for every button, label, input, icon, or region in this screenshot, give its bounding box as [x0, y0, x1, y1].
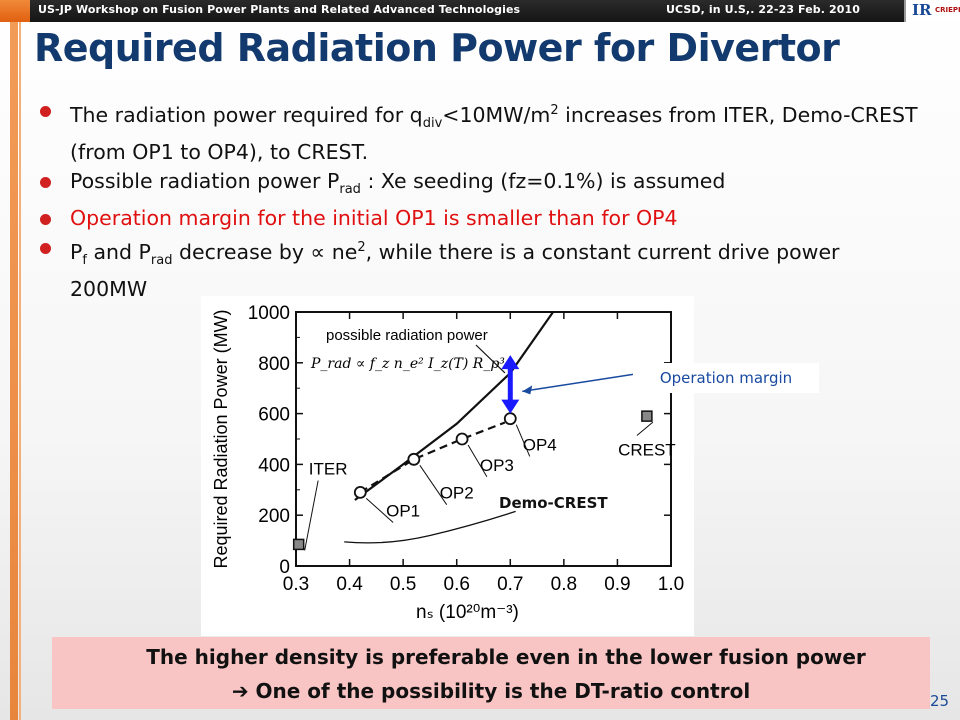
y-tick-label: 200 — [258, 506, 290, 527]
venue-date: UCSD, in U.S,. 22-23 Feb. 2010 — [666, 3, 860, 16]
demo-crest-label: Demo-CREST — [499, 494, 608, 512]
x-tick-label: 0.8 — [551, 574, 577, 595]
point-label-op1: OP1 — [386, 501, 420, 520]
y-tick-label: 800 — [258, 354, 290, 375]
x-tick-label: 0.3 — [283, 574, 309, 595]
x-tick-label: 0.4 — [336, 574, 363, 595]
point-op1 — [353, 485, 367, 499]
y-tick-label: 600 — [258, 405, 290, 426]
series-line-1 — [359, 421, 506, 494]
bullet-1: The radiation power required for qdiv<10… — [40, 96, 920, 167]
margin-arrow-head-bottom — [501, 399, 520, 414]
bullet-dot-icon — [40, 106, 51, 117]
header-bar: US-JP Workshop on Fusion Power Plants an… — [0, 0, 960, 22]
callout-leader-head — [522, 385, 533, 395]
criepi-logo: IR CRIEPI — [904, 0, 960, 22]
x-tick-label: 0.5 — [390, 574, 416, 595]
possible-power-label: possible radiation power — [326, 327, 488, 344]
y-tick-label: 1000 — [248, 303, 290, 324]
point-label-op2: OP2 — [440, 484, 474, 503]
x-axis-label: nₛ (10²⁰m⁻³) — [416, 602, 519, 623]
margin-arrow-head-top — [501, 355, 520, 370]
point-op3 — [455, 432, 469, 446]
x-tick-label: 1.0 — [658, 574, 684, 595]
chart-panel: 0.3 0.4 0.5 0.6 0.7 0.8 0.9 1.0 0 200 400 600 800 100… — [201, 296, 694, 636]
operation-margin-callout: Operation margin — [633, 363, 819, 393]
point-label-op3: OP3 — [480, 456, 514, 475]
demo-crest-brace — [344, 510, 516, 544]
point-leader-op4 — [515, 424, 531, 457]
point-op2 — [407, 452, 421, 466]
y-tick-label: 0 — [279, 557, 290, 578]
page-number: 25 — [930, 692, 950, 710]
bullet-dot-icon — [40, 214, 51, 226]
bullet-dot-icon — [40, 243, 51, 255]
x-tick-label: 0.9 — [604, 574, 630, 595]
bullet-3: Operation margin for the initial OP1 is … — [40, 204, 920, 233]
y-axis-label: Required Radiation Power (MW) — [211, 309, 231, 568]
point-op4 — [503, 412, 517, 426]
bullet-list: The radiation power required for qdiv<10… — [40, 96, 920, 304]
point-leader-op1 — [365, 497, 394, 523]
point-label-crest: CREST — [618, 441, 676, 460]
logo-ir: IR — [912, 1, 932, 19]
plot-frame — [295, 311, 672, 567]
point-crest — [641, 410, 653, 422]
conclusion-box: The higher density is preferable even in… — [52, 637, 930, 709]
side-accent — [10, 22, 24, 720]
workshop-title: US-JP Workshop on Fusion Power Plants an… — [38, 3, 521, 16]
x-tick-label: 0.6 — [444, 574, 470, 595]
point-leader-iter — [304, 480, 319, 551]
conclusion-line-1: The higher density is preferable even in… — [146, 645, 866, 669]
callout-leader — [522, 373, 634, 393]
formula-label: P_rad ∝ f_z n_e² I_z(T) R_p³ — [310, 356, 505, 372]
radiation-power-chart: 0.3 0.4 0.5 0.6 0.7 0.8 0.9 1.0 0 200 400 600 800 100… — [211, 303, 684, 623]
bullet-4: Pf and Prad decrease by ∝ ne2, while the… — [40, 233, 920, 304]
point-label-op4: OP4 — [523, 435, 557, 454]
point-label-iter: ITER — [309, 460, 348, 479]
y-tick-label: 400 — [258, 455, 290, 476]
bullet-2: Possible radiation power Prad : Xe seedi… — [40, 167, 920, 204]
point-iter — [292, 538, 305, 551]
bullet-dot-icon — [40, 176, 51, 188]
slide-title: Required Radiation Power for Divertor — [34, 26, 840, 70]
point-leader-op2 — [419, 465, 448, 505]
logo-sub: CRIEPI — [935, 6, 960, 14]
conclusion-line-2: ➔ One of the possibility is the DT-ratio… — [231, 679, 751, 703]
x-tick-label: 0.7 — [497, 574, 523, 595]
point-leader-op3 — [467, 444, 488, 478]
label-leader — [475, 344, 506, 374]
header-accent — [0, 0, 30, 22]
point-leader-crest — [636, 421, 654, 436]
